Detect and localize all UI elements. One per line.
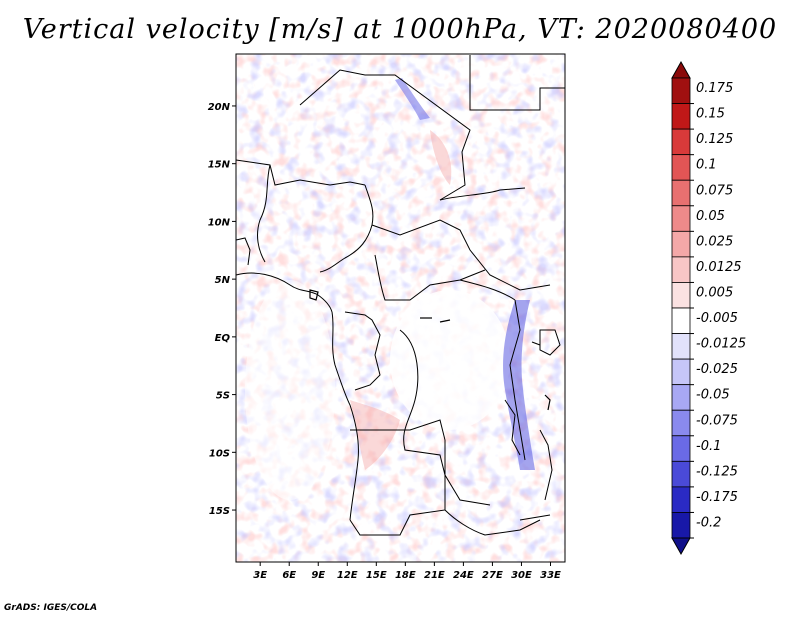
colorbar-swatch bbox=[671, 409, 691, 437]
lakes bbox=[309, 289, 551, 411]
lat-tick-label: 15N bbox=[208, 160, 231, 171]
colorbar-swatch bbox=[671, 256, 691, 283]
colorbar-label: -0.2 bbox=[696, 516, 721, 531]
colorbar-label: -0.125 bbox=[696, 464, 738, 479]
colorbar-label: 0.005 bbox=[696, 286, 733, 301]
lon-tick-label: 18E bbox=[395, 570, 416, 581]
lon-tick-label: 33E bbox=[540, 570, 561, 581]
colorbar-label: -0.0125 bbox=[696, 337, 746, 352]
lon-tick-label: 9E bbox=[311, 570, 325, 581]
colorbar-swatch bbox=[671, 486, 691, 513]
colorbar-swatch bbox=[671, 77, 691, 104]
country-borders bbox=[236, 55, 565, 536]
colorbar-label: -0.005 bbox=[696, 311, 738, 326]
colorbar-swatch bbox=[671, 205, 691, 232]
lon-tick-label: 21E bbox=[424, 570, 445, 581]
lon-tick-label: 27E bbox=[482, 570, 503, 581]
calm-region bbox=[390, 290, 510, 430]
map-title: Vertical velocity [m/s] at 1000hPa, VT: … bbox=[22, 14, 778, 45]
colorbar-label: -0.175 bbox=[696, 490, 738, 505]
lat-tick-label: 10S bbox=[209, 448, 230, 459]
colorbar-swatch bbox=[671, 307, 691, 334]
colorbar-swatch bbox=[671, 230, 691, 258]
colorbar-swatch bbox=[671, 282, 691, 309]
colorbar-label: -0.075 bbox=[696, 413, 738, 428]
colorbar-swatch bbox=[671, 333, 691, 360]
lat-tick-label: EQ bbox=[215, 333, 231, 344]
colorbar-swatch bbox=[671, 358, 691, 386]
plot-area bbox=[236, 54, 565, 562]
lat-tick-label: 20N bbox=[208, 102, 231, 113]
lon-tick-label: 24E bbox=[453, 570, 474, 581]
colorbar-label: 0.05 bbox=[696, 209, 725, 224]
lon-tick-label: 15E bbox=[366, 570, 387, 581]
rift-blue-band bbox=[503, 300, 535, 470]
lat-tick-label: 15S bbox=[209, 506, 230, 517]
colorbar-top-arrow bbox=[671, 60, 691, 79]
colorbar-label: -0.05 bbox=[696, 388, 730, 403]
lon-tick-label: 12E bbox=[337, 570, 358, 581]
lon-tick-label: 3E bbox=[253, 570, 267, 581]
lon-tick-label: 6E bbox=[282, 570, 296, 581]
colorbar: 0.175 0.15 0.125 0.1 0.075 0.05 0.025 0.0125 0.0… bbox=[671, 60, 746, 556]
colorbar-label: 0.025 bbox=[696, 234, 733, 249]
colorbar-label: 0.0125 bbox=[696, 260, 742, 275]
colorbar-label: 0.175 bbox=[696, 81, 733, 96]
colorbar-swatch bbox=[671, 435, 691, 462]
colorbar-swatch bbox=[671, 103, 691, 130]
lat-tick-label: 5N bbox=[215, 275, 231, 286]
longitude-axis: 3E 6E 9E 12E 15E 18E 21E 24E 27E 30E 33E bbox=[253, 562, 561, 581]
colorbar-label: 0.1 bbox=[696, 158, 717, 173]
colorbar-label: 0.15 bbox=[696, 107, 725, 122]
colorbar-label: -0.1 bbox=[696, 439, 721, 454]
colorbar-bottom-arrow bbox=[671, 537, 691, 556]
colorbar-label: -0.025 bbox=[696, 362, 738, 377]
lat-tick-label: 10N bbox=[208, 217, 231, 228]
colorbar-swatch bbox=[671, 128, 691, 156]
colorbar-swatch bbox=[671, 384, 691, 411]
colorbar-label: 0.075 bbox=[696, 183, 733, 198]
lon-tick-label: 30E bbox=[511, 570, 532, 581]
lat-tick-label: 5S bbox=[216, 391, 230, 402]
plot-frame bbox=[235, 53, 566, 563]
colorbar-swatch bbox=[671, 512, 691, 539]
software-credit: GrADS: IGES/COLA bbox=[4, 603, 98, 613]
colorbar-swatch bbox=[671, 179, 691, 207]
colorbar-swatch bbox=[671, 154, 691, 181]
latitude-axis: 20N 15N 10N 5N EQ 5S 10S 15S bbox=[208, 102, 236, 517]
colorbar-swatch bbox=[671, 460, 691, 488]
colorbar-label: 0.125 bbox=[696, 132, 733, 147]
